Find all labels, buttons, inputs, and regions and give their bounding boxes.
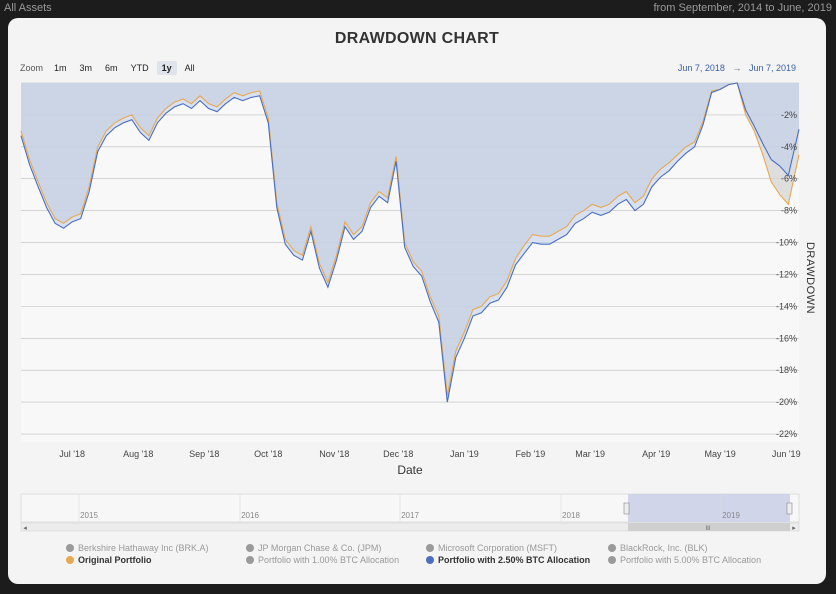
legend-label: BlackRock, Inc. (BLK): [620, 543, 708, 553]
date-range: Jun 7, 2018 → Jun 7, 2019: [678, 63, 796, 73]
legend-dot-icon: [426, 544, 434, 552]
y-tick-label: -4%: [781, 142, 797, 152]
y-tick-label: -6%: [781, 174, 797, 184]
y-tick-label: -14%: [776, 301, 797, 311]
x-axis-title: Date: [397, 463, 423, 477]
zoom-all-button[interactable]: All: [184, 63, 195, 73]
zoom-3m-button[interactable]: 3m: [79, 63, 93, 73]
series-line-0: [20, 82, 800, 396]
x-tick-label: Sep '18: [189, 449, 219, 459]
y-tick-label: -16%: [776, 333, 797, 343]
x-tick-label: Apr '19: [642, 449, 670, 459]
navigator-scrollbar-thumb[interactable]: [628, 523, 790, 531]
chart-title: DRAWDOWN CHART: [334, 30, 500, 47]
navigator-scrollbar[interactable]: [20, 522, 800, 532]
navigator-right-handle[interactable]: [786, 502, 793, 515]
legend-dot-icon: [608, 544, 616, 552]
y-axis-title: DRAWDOWN: [804, 242, 816, 314]
legend-dot-icon: [66, 556, 74, 564]
x-tick-label: Oct '18: [254, 449, 282, 459]
legend-label: Microsoft Corporation (MSFT): [438, 543, 558, 553]
zoom-label: Zoom: [20, 63, 44, 73]
navigator: 2015 2016 2017 2018 2019 III ◂ ▸: [20, 493, 800, 532]
legend-label: Portfolio with 1.00% BTC Allocation: [258, 555, 400, 565]
range-arrow-icon: →: [732, 63, 742, 73]
y-tick-label: -12%: [776, 269, 797, 279]
zoom-1m-button[interactable]: 1m: [54, 63, 67, 73]
navigator-year-label: 2018: [562, 511, 580, 520]
y-tick-label: -22%: [776, 429, 797, 439]
y-tick-label: -10%: [776, 238, 797, 248]
legend-item-btc-1[interactable]: Portfolio with 1.00% BTC Allocation: [246, 555, 399, 565]
x-tick-label: May '19: [705, 449, 736, 459]
x-tick-label: Dec '18: [383, 449, 413, 459]
legend-dot-icon: [246, 556, 254, 564]
zoom-6m-button[interactable]: 6m: [105, 63, 118, 73]
scroll-left-icon[interactable]: ◂: [23, 525, 27, 532]
legend-dot-icon: [246, 544, 254, 552]
y-tick-label: -18%: [776, 365, 797, 375]
scrollbar-grip-icon[interactable]: III: [705, 526, 710, 532]
x-tick-label: Aug '18: [123, 449, 153, 459]
navigator-selection[interactable]: [628, 494, 790, 522]
legend-dot-icon: [608, 556, 616, 564]
chart-lines: [20, 82, 800, 403]
legend-item-blk[interactable]: BlackRock, Inc. (BLK): [608, 543, 708, 553]
navigator-year-label: 2017: [401, 511, 419, 520]
x-axis-labels: Jul '18 Aug '18 Sep '18 Oct '18 Nov '18 Dec '…: [59, 449, 800, 459]
zoom-ytd-button[interactable]: YTD: [130, 63, 149, 73]
y-tick-label: -20%: [776, 397, 797, 407]
chart-panel: -2% -4% -6% -8% -10% -12% -14% -16% -18% -20% -22%…: [8, 18, 826, 584]
legend-item-jpm[interactable]: JP Morgan Chase & Co. (JPM): [246, 543, 381, 553]
legend-item-brk[interactable]: Berkshire Hathaway Inc (BRK.A): [66, 543, 209, 553]
navigator-year-label: 2016: [241, 511, 259, 520]
legend-item-original[interactable]: Original Portfolio: [66, 555, 152, 565]
legend-item-btc-2-5[interactable]: Portfolio with 2.50% BTC Allocation: [426, 555, 590, 565]
navigator-year-label: 2015: [80, 511, 98, 520]
legend-label: Portfolio with 5.00% BTC Allocation: [620, 555, 762, 565]
x-tick-label: Jul '18: [59, 449, 85, 459]
x-tick-label: Nov '18: [319, 449, 349, 459]
x-tick-label: Jan '19: [450, 449, 479, 459]
zoom-1y-button[interactable]: 1y: [156, 61, 177, 75]
range-to-input[interactable]: Jun 7, 2019: [748, 63, 796, 73]
navigator-year-label: 2019: [722, 511, 740, 520]
period-label: from September, 2014 to June, 2019: [653, 2, 832, 14]
y-tick-label: -2%: [781, 110, 797, 120]
series-area-1: [21, 83, 799, 403]
y-axis-labels: -2% -4% -6% -8% -10% -12% -14% -16% -18% -20% -22%: [776, 110, 797, 439]
drawdown-chart: -2% -4% -6% -8% -10% -12% -14% -16% -18% -20% -22%…: [20, 82, 816, 532]
legend-label: JP Morgan Chase & Co. (JPM): [258, 543, 382, 553]
x-tick-label: Feb '19: [516, 449, 546, 459]
zoom-controls: Zoom 1m 3m 6m YTD 1y All: [20, 61, 203, 75]
chart-areas: [21, 83, 799, 403]
range-from-input[interactable]: Jun 7, 2018: [677, 63, 725, 73]
x-tick-label: Mar '19: [575, 449, 605, 459]
legend-label: Portfolio with 2.50% BTC Allocation: [438, 555, 591, 565]
legend-item-btc-5[interactable]: Portfolio with 5.00% BTC Allocation: [608, 555, 761, 565]
legend-dot-icon: [426, 556, 434, 564]
navigator-left-handle[interactable]: [623, 502, 630, 515]
legend-item-msft[interactable]: Microsoft Corporation (MSFT): [426, 543, 557, 553]
legend-label: Berkshire Hathaway Inc (BRK.A): [78, 543, 209, 553]
legend-dot-icon: [66, 544, 74, 552]
all-assets-label: All Assets: [4, 2, 52, 14]
x-tick-label: Jun '19: [772, 449, 801, 459]
legend-label: Original Portfolio: [78, 555, 152, 565]
scroll-right-icon[interactable]: ▸: [792, 525, 796, 532]
series-line-1: [20, 82, 800, 403]
y-tick-label: -8%: [781, 206, 797, 216]
